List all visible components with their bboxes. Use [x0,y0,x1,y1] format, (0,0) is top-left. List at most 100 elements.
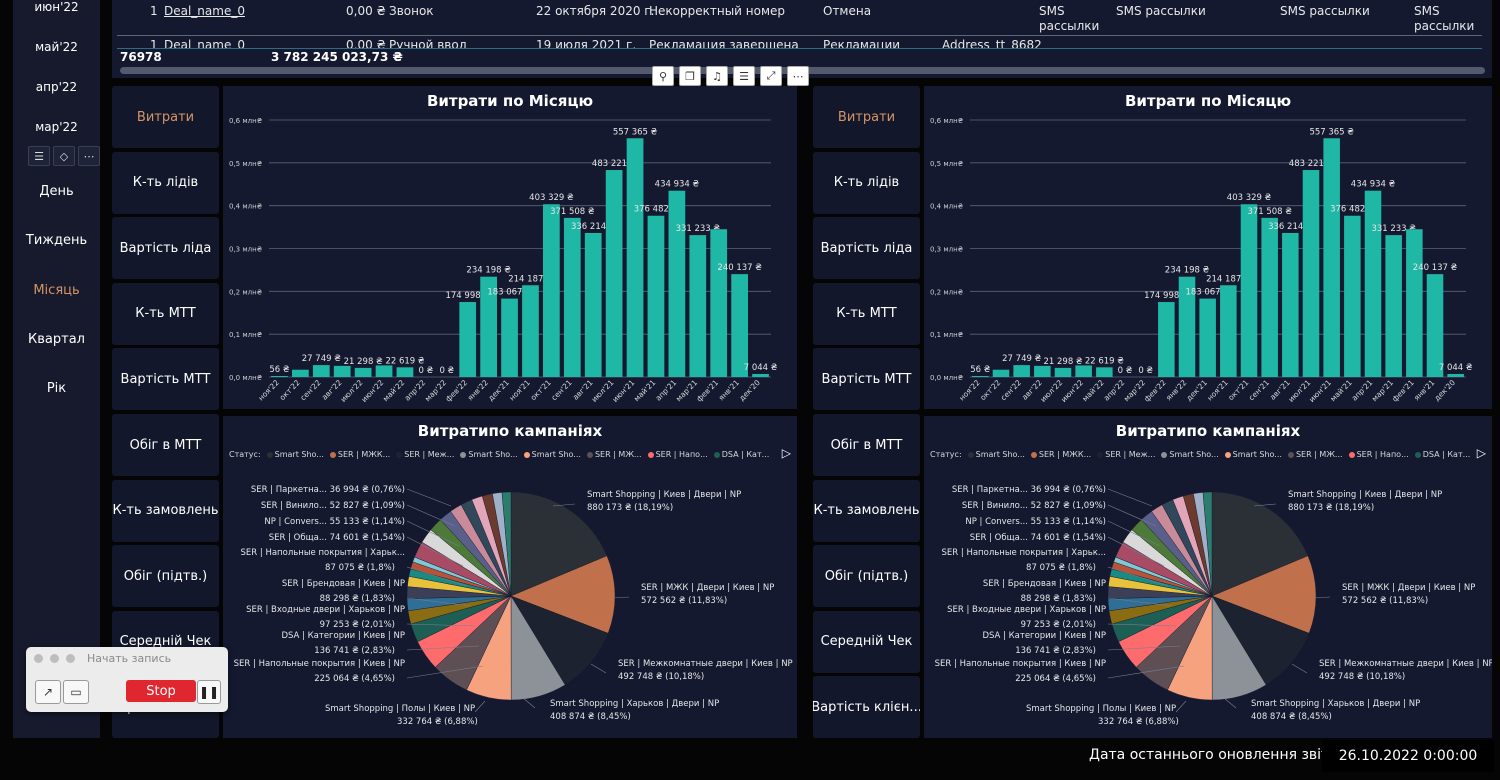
stop-button[interactable]: Stop [126,680,196,702]
bar[interactable] [1075,365,1092,377]
metric-button[interactable]: Обіг в МТТ [112,414,219,476]
metric-button[interactable]: Вартість клієн... [813,676,920,739]
deal-link[interactable]: Deal_name_0 [164,4,245,18]
pie-slice[interactable] [1202,491,1213,597]
bar[interactable] [480,276,497,377]
rectangle-tool-icon[interactable]: ▭ [63,680,89,704]
legend-entry[interactable]: SER | Напо... [655,450,708,459]
recorder-titlebar[interactable]: Начать запись [26,647,228,669]
metric-button[interactable]: Обіг (підтв.) [813,545,920,608]
legend-entry[interactable]: Smart Sho... [531,450,581,459]
close-light[interactable] [34,654,43,663]
bar[interactable] [1364,190,1382,377]
legend-entry[interactable]: Smart Sho... [1169,450,1219,459]
pie-slice[interactable] [1211,555,1317,634]
filter-icon[interactable]: ☰ [733,66,755,86]
bar[interactable] [584,232,602,377]
bar[interactable] [1282,232,1299,377]
bar[interactable] [1447,373,1464,377]
metric-button[interactable]: Вартість ліда [112,217,219,280]
bar[interactable] [1220,285,1237,377]
more-icon[interactable]: ⋯ [787,66,809,86]
bar[interactable] [605,170,623,377]
bar[interactable] [626,138,644,377]
legend-entry[interactable]: SER | МЖ... [594,450,642,459]
legend-entry[interactable]: DSA | Кат... [721,450,769,459]
bar[interactable] [1302,170,1320,377]
table-row[interactable]: 1 Deal_name_0 0,00 ₴ Ручной ввод 19 июля… [112,38,1482,48]
legend-next-icon[interactable]: ▷ [781,446,791,460]
bar[interactable] [689,235,707,377]
bar[interactable] [647,215,665,377]
legend-entry[interactable]: SER | МЖК... [1038,450,1092,459]
bar[interactable] [459,302,477,377]
pie-slice[interactable] [501,491,512,597]
metric-button[interactable]: Вартість МТТ [813,348,920,411]
month-item[interactable]: апр'22 [35,80,78,94]
legend-entry[interactable]: SER | Меж... [404,450,455,459]
metric-button[interactable]: К-ть МТТ [112,282,219,345]
metric-button[interactable]: К-ть замовлень [813,479,920,542]
pie-slice[interactable] [1211,491,1309,597]
period-week[interactable]: Тиждень [25,233,88,248]
bar[interactable] [354,367,372,377]
legend-entry[interactable]: SER | Напо... [1356,450,1409,459]
bar[interactable] [992,369,1010,377]
bar[interactable] [731,274,748,377]
metric-button[interactable]: Обіг (підтв.) [112,545,219,608]
pie-slice[interactable] [510,491,608,597]
bar[interactable] [710,229,728,377]
pie-slice[interactable] [1211,595,1310,686]
metric-button[interactable]: Вартість МТТ [112,348,219,411]
legend-entry[interactable]: Smart Sho... [975,450,1025,459]
zoom-light[interactable] [66,654,75,663]
bar[interactable] [668,190,686,377]
month-item[interactable]: июн'22 [34,0,79,14]
table-row[interactable]: 1 Deal_name_0 0,00 ₴ Звонок 22 октября 2… [112,4,1482,33]
bar[interactable] [1199,298,1216,377]
bar[interactable] [1323,138,1340,377]
bar[interactable] [543,204,560,377]
expand-icon[interactable]: ⤢ [760,66,782,86]
legend-entry[interactable]: SER | Меж... [1105,450,1156,459]
metric-button[interactable]: Обіг в МТТ [813,414,920,476]
bar[interactable] [292,369,309,377]
legend-entry[interactable]: SER | МЖ... [1295,450,1343,459]
bar[interactable] [1261,217,1278,377]
bar[interactable] [1406,229,1423,377]
bar[interactable] [972,376,989,377]
metric-button[interactable]: К-ть замовлень [112,479,219,542]
bar[interactable] [271,376,288,377]
bar[interactable] [333,365,351,377]
metric-button[interactable]: К-ть лідів [112,151,219,214]
period-year[interactable]: Рік [46,381,67,396]
bar[interactable] [1240,204,1258,377]
pie-slice[interactable] [510,595,609,686]
period-quarter[interactable]: Квартал [28,332,85,347]
bar[interactable] [312,365,330,377]
bar[interactable] [501,298,518,377]
minimize-light[interactable] [50,654,59,663]
filter-icon[interactable]: ☰ [28,146,50,166]
bar[interactable] [1034,365,1051,377]
metric-button[interactable]: К-ть МТТ [813,282,920,345]
pie-slice[interactable] [510,555,616,634]
bar[interactable] [1426,274,1444,377]
metric-button[interactable]: Витрати [813,86,920,148]
metric-button[interactable]: Вартість ліда [813,217,920,280]
bar[interactable] [1178,276,1196,377]
eraser-icon[interactable]: ◇ [53,146,75,166]
bar[interactable] [563,217,581,377]
bar[interactable] [522,285,539,377]
metric-button[interactable]: Витрати [112,86,219,148]
legend-entry[interactable]: Smart Sho... [1232,450,1282,459]
bar[interactable] [1158,302,1175,377]
period-day[interactable]: День [39,184,74,199]
bell-icon[interactable]: ♫ [706,66,728,86]
metric-button[interactable]: Середній Чек [813,610,920,673]
pause-button[interactable]: ❚❚ [197,680,221,704]
bar[interactable] [375,365,393,377]
bar[interactable] [1054,367,1072,377]
month-item[interactable]: май'22 [35,40,78,54]
metric-button[interactable]: К-ть лідів [813,151,920,214]
